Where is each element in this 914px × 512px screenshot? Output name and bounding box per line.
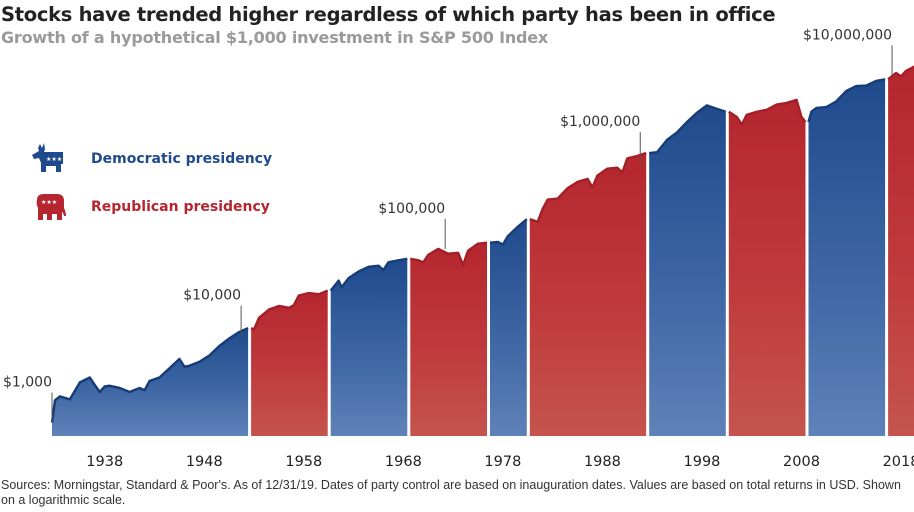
republican-period-area bbox=[728, 99, 806, 437]
value-annotation-label: $10,000 bbox=[183, 288, 241, 304]
svg-text:★★★: ★★★ bbox=[46, 156, 62, 163]
value-annotation-label: $1,000,000 bbox=[560, 114, 640, 130]
x-tick-label: 1998 bbox=[684, 454, 721, 470]
republican-period-area bbox=[888, 66, 914, 436]
series-line-segment bbox=[887, 65, 914, 81]
chart-subtitle: Growth of a hypothetical $1,000 investme… bbox=[1, 28, 549, 47]
x-tick-label: 1968 bbox=[385, 454, 422, 470]
series-line-segment bbox=[329, 257, 408, 292]
republican-period-area bbox=[251, 290, 328, 436]
legend-item-democratic: ★★★ Democratic presidency bbox=[30, 142, 272, 176]
legend-label-republican: Republican presidency bbox=[91, 199, 270, 215]
x-tick-label: 1938 bbox=[86, 454, 123, 470]
democratic-period-area bbox=[490, 219, 527, 436]
value-annotations: $1,000 $10,000 $100,000 $1,000,000 $10,000,0… bbox=[3, 27, 893, 423]
series-line-segment bbox=[489, 218, 528, 246]
series-line-segment bbox=[807, 78, 886, 123]
svg-text:★★★: ★★★ bbox=[41, 199, 57, 206]
donkey-icon: ★★★ bbox=[30, 142, 70, 176]
legend-label-democratic: Democratic presidency bbox=[91, 151, 273, 167]
x-tick-label: 2008 bbox=[783, 454, 820, 470]
legend-item-republican: ★★★ Republican presidency bbox=[33, 190, 270, 224]
x-axis: 1938 1948 1958 1968 1978 1988 1998 2008 2018 bbox=[86, 454, 914, 470]
series-line-segment bbox=[50, 327, 249, 423]
elephant-icon: ★★★ bbox=[33, 190, 70, 224]
x-tick-label: 1948 bbox=[186, 454, 223, 470]
series-line-segment bbox=[529, 151, 647, 224]
area-segments bbox=[50, 65, 914, 437]
value-annotation-label: $10,000,000 bbox=[803, 27, 892, 43]
democratic-period-area bbox=[808, 79, 886, 437]
source-note: Sources: Morningstar, Standard & Poor's.… bbox=[1, 478, 901, 507]
series-line-segment bbox=[250, 289, 329, 331]
x-tick-label: 2018 bbox=[883, 454, 914, 470]
x-tick-label: 1988 bbox=[584, 454, 621, 470]
series-line-segment bbox=[649, 104, 727, 155]
chart-title: Stocks have trended higher regardless of… bbox=[1, 3, 776, 26]
republican-period-area bbox=[529, 153, 647, 436]
x-tick-label: 1978 bbox=[484, 454, 521, 470]
value-annotation-label: $100,000 bbox=[378, 201, 445, 217]
democratic-period-area bbox=[649, 105, 726, 437]
series-line-segment bbox=[410, 241, 488, 267]
x-tick-label: 1958 bbox=[285, 454, 322, 470]
democratic-period-area bbox=[330, 258, 408, 436]
series-line-segment bbox=[728, 98, 807, 126]
republican-period-area bbox=[410, 242, 487, 436]
value-annotation-label: $1,000 bbox=[3, 375, 52, 391]
